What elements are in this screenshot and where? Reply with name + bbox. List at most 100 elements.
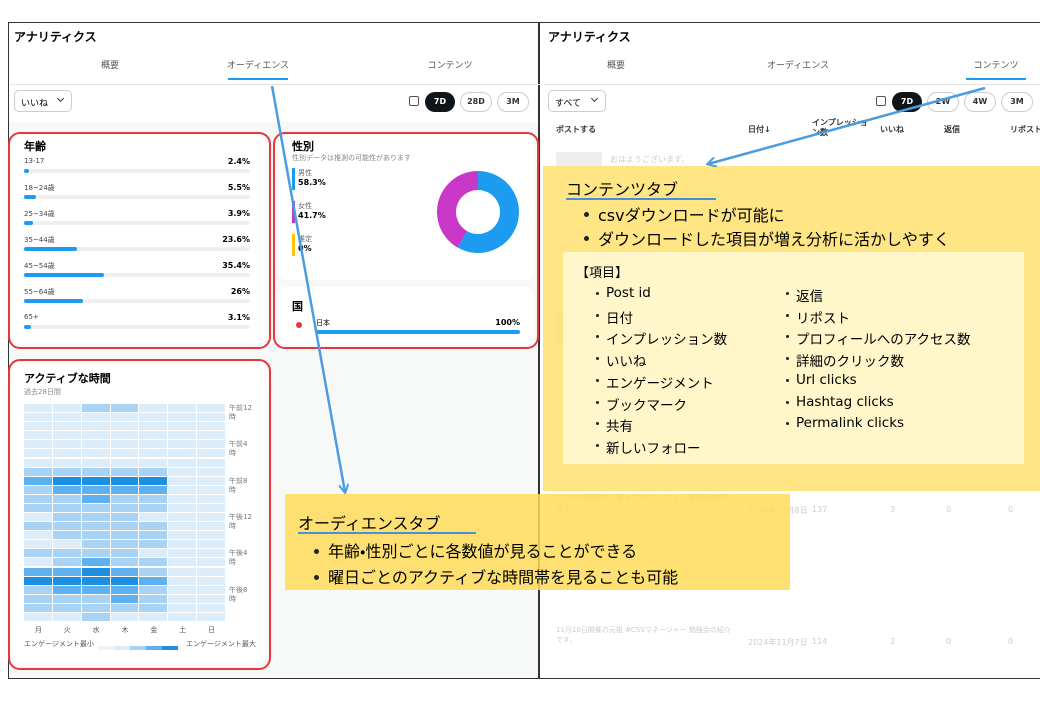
divider	[544, 84, 1040, 85]
age-label: 25~34歳	[24, 210, 55, 218]
heat-cell	[110, 594, 139, 603]
bullet-text: 年齢・性別ごとに各数値が見ることができる	[328, 542, 638, 561]
heat-cell	[52, 522, 81, 531]
filter-button[interactable]: すべて	[548, 90, 606, 112]
heat-cell	[139, 540, 168, 549]
legend-value: 41.7%	[298, 211, 326, 220]
post-thumb	[556, 152, 602, 166]
item-dot	[596, 400, 599, 404]
card-subtitle: 性別データは推測の可能性があります	[292, 154, 411, 162]
item-text: 共有	[606, 419, 633, 436]
tab[interactable]: 概要	[100, 61, 119, 71]
heat-cell	[24, 467, 52, 476]
range-button[interactable]: 4W	[964, 92, 996, 112]
highlight-box	[273, 132, 539, 349]
heat-cell	[52, 594, 81, 603]
heat-cell	[52, 531, 81, 540]
heat-cell	[24, 549, 52, 558]
range-button[interactable]: 2W	[927, 92, 959, 112]
heat-cell	[168, 612, 197, 621]
heat-cell	[52, 476, 81, 485]
heat-cell	[168, 440, 197, 449]
tab[interactable]: 概要	[606, 61, 625, 71]
heat-cell	[110, 549, 139, 558]
heat-cell	[197, 522, 225, 531]
tab[interactable]: コンテンツ	[973, 61, 1019, 71]
age-value: 35.4%	[222, 261, 250, 270]
app-title: アナリティクス	[14, 30, 97, 44]
age-label: 45~54歳	[24, 262, 55, 270]
day-label: 土	[179, 626, 187, 634]
legend-step	[162, 646, 178, 650]
heat-cell	[110, 485, 139, 494]
age-label: 65+	[24, 313, 39, 321]
heat-cell	[81, 404, 110, 413]
heat-cell	[139, 531, 168, 540]
heat-cell	[139, 422, 168, 431]
item-text: 日付	[606, 310, 633, 327]
heat-cell	[139, 567, 168, 576]
tab[interactable]: コンテンツ	[427, 61, 473, 71]
legend-label: 推定	[298, 235, 312, 243]
range-button[interactable]: 28D	[460, 92, 492, 112]
heat-cell	[110, 558, 139, 567]
heat-cell	[197, 431, 225, 440]
filter-button[interactable]: いいね	[14, 90, 72, 112]
heat-cell	[139, 404, 168, 413]
heat-cell	[168, 540, 197, 549]
item-dot	[596, 422, 599, 426]
range-button[interactable]: 3M	[497, 92, 529, 112]
hour-label: 午前4時	[229, 440, 248, 458]
item-text: Hashtag clicks	[796, 393, 894, 410]
tab-underline	[228, 78, 288, 80]
heat-cell	[52, 603, 81, 612]
tab[interactable]: オーディエンス	[766, 61, 830, 71]
tab[interactable]: オーディエンス	[226, 61, 290, 71]
callout-box	[285, 494, 790, 590]
range-button[interactable]: 3M	[1001, 92, 1033, 112]
title-underline	[298, 532, 476, 534]
heat-cell	[139, 522, 168, 531]
item-text: エンゲージメント	[606, 375, 714, 392]
heat-cell	[168, 531, 197, 540]
bar-track	[24, 299, 250, 303]
heat-cell	[81, 503, 110, 512]
country-value: 100%	[495, 318, 520, 327]
card-title: アクティブな時間	[24, 372, 111, 385]
item-text: Permalink clicks	[796, 415, 905, 432]
heat-cell	[52, 540, 81, 549]
range-button[interactable]: 7D	[425, 92, 455, 112]
country-dot	[296, 322, 302, 328]
heat-cell	[110, 576, 139, 585]
age-label: 55~64歳	[24, 288, 55, 296]
heat-cell	[81, 449, 110, 458]
left-panel	[8, 22, 539, 679]
heat-cell	[168, 503, 197, 512]
item-text: リポスト	[796, 310, 850, 327]
post-text: 11月10日開催の元祖 #CSVマネージャー 勉強会の紹介です。	[556, 626, 731, 644]
title-underline	[566, 198, 716, 200]
card-title: 性別	[292, 140, 314, 153]
heat-cell	[110, 413, 139, 422]
legend-swatch	[292, 234, 295, 256]
heat-cell	[168, 458, 197, 467]
column-header: リポスト	[1010, 125, 1040, 134]
heat-cell	[24, 540, 52, 549]
heat-cell	[197, 503, 225, 512]
heat-cell	[81, 567, 110, 576]
tab-underline	[966, 78, 1026, 80]
heat-cell	[139, 413, 168, 422]
item-text: ブックマーク	[606, 397, 687, 414]
legend-value: 58.3%	[298, 178, 326, 187]
heat-cell	[52, 404, 81, 413]
calendar-icon[interactable]	[876, 96, 886, 106]
highlight-box	[8, 132, 271, 349]
item-dot	[596, 292, 599, 295]
heat-cell	[24, 404, 52, 413]
heat-cell	[110, 540, 139, 549]
item-text: Post id	[606, 285, 651, 301]
heat-cell	[139, 585, 168, 594]
calendar-icon[interactable]	[409, 96, 419, 106]
heat-cell	[24, 585, 52, 594]
